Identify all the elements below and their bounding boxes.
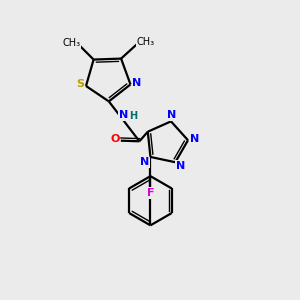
Text: N: N bbox=[119, 110, 128, 121]
Text: N: N bbox=[167, 110, 176, 120]
Text: CH₃: CH₃ bbox=[137, 37, 155, 47]
Text: CH₃: CH₃ bbox=[62, 38, 80, 48]
Text: O: O bbox=[110, 134, 119, 144]
Text: S: S bbox=[76, 79, 85, 88]
Text: N: N bbox=[140, 158, 150, 167]
Text: N: N bbox=[133, 78, 142, 88]
Text: N: N bbox=[176, 161, 185, 171]
Text: N: N bbox=[190, 134, 199, 144]
Text: F: F bbox=[147, 188, 154, 198]
Text: H: H bbox=[129, 111, 137, 122]
